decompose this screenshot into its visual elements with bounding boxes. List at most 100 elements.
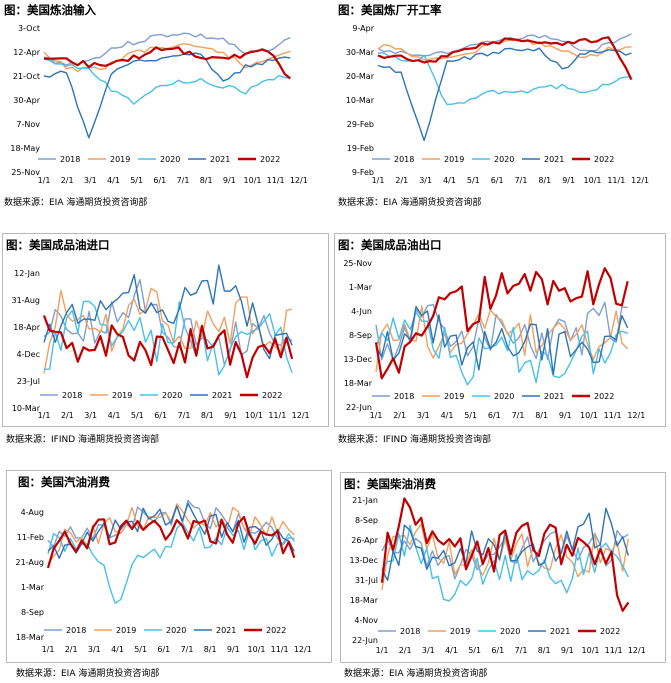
x-tick-label: 8/1 — [538, 176, 551, 185]
legend-label: 2020 — [162, 391, 182, 400]
x-tick-label: 3/1 — [88, 645, 101, 654]
legend-label: 2020 — [160, 155, 180, 164]
y-tick-label: 12-Jan — [14, 269, 40, 278]
chart-title: 图：美国汽油消费 — [18, 475, 110, 489]
y-tick-label: 1-Mar — [349, 283, 373, 292]
x-tick-label: 10/1 — [580, 411, 598, 420]
x-tick-label: 10/1 — [582, 646, 600, 655]
y-tick-label: 9-Feb — [352, 168, 374, 177]
legend-label: 2018 — [60, 155, 80, 164]
legend-label: 2022 — [594, 155, 614, 164]
x-tick-label: 7/1 — [515, 176, 528, 185]
x-tick-label: 12/1 — [627, 411, 645, 420]
legend-label: 2018 — [66, 626, 86, 635]
x-tick-label: 4/1 — [107, 176, 120, 185]
x-tick-label: 3/1 — [422, 646, 435, 655]
y-tick-label: 30-Apr — [13, 96, 40, 105]
x-tick-label: 1/1 — [376, 646, 389, 655]
y-tick-label: 18-May — [10, 144, 40, 153]
x-tick-label: 11/1 — [271, 645, 289, 654]
legend-label: 2019 — [112, 391, 132, 400]
series-line-2021 — [375, 305, 629, 376]
chart-title: 图：美国炼油输入 — [4, 3, 96, 17]
y-tick-label: 8-Sep — [349, 331, 372, 340]
legend-label: 2021 — [550, 627, 570, 636]
data-source-note: 数据来源：IFIND 海通期货投资咨询部 — [338, 435, 492, 445]
data-source-note: 数据来源：EIA 海通期货投资咨询部 — [4, 198, 148, 208]
chart-panel-product-exports: 图：美国成品油出口 25-Nov 1-Mar 4-Jun 8-Sep 13-Dec 18-… — [334, 233, 666, 448]
x-tick-label: 1/1 — [42, 645, 55, 654]
chart-frame — [2, 233, 329, 427]
y-tick-label: 25-Nov — [11, 168, 40, 177]
legend-label: 2022 — [262, 391, 282, 400]
series-line-2018 — [47, 499, 295, 548]
chart-frame — [334, 233, 666, 427]
x-tick-label: 3/1 — [84, 176, 97, 185]
legend-label: 2018 — [394, 392, 414, 401]
x-tick-label: 8/1 — [535, 411, 548, 420]
data-source-note: 数据来源：EIA 海通期货投资咨询部 — [344, 669, 488, 679]
series-line-2022 — [42, 315, 294, 379]
chart-panel-refinery-utilization: 图：美国炼厂开工率 9-Apr 30-Mar 20-Mar 10-Mar 29-Feb 1… — [334, 0, 671, 215]
series-line-2020 — [43, 300, 293, 376]
x-tick-label: 4/1 — [108, 411, 121, 420]
series-line-2021 — [47, 502, 295, 559]
series-line-2021 — [43, 52, 291, 139]
x-tick-label: 1/1 — [372, 176, 385, 185]
chart-panel-diesel-consumption: 图：美国柴油消费 21-Jan 8-Sep 26-Apr 13-Dec 31-Jul 18… — [340, 472, 666, 683]
legend-label: 2021 — [544, 155, 564, 164]
x-tick-label: 10/1 — [248, 645, 266, 654]
x-tick-label: 5/1 — [464, 411, 477, 420]
x-tick-label: 8/1 — [538, 646, 551, 655]
legend-label: 2020 — [166, 626, 186, 635]
y-tick-label: 13-Dec — [349, 556, 378, 565]
y-tick-label: 31-Aug — [11, 296, 40, 305]
series-line-2020 — [375, 311, 628, 386]
legend-label: 2021 — [210, 155, 230, 164]
x-tick-label: 12/1 — [292, 411, 310, 420]
x-tick-label: 7/1 — [512, 411, 525, 420]
x-tick-label: 5/1 — [468, 646, 481, 655]
x-tick-label: 10/1 — [244, 176, 262, 185]
legend-label: 2019 — [116, 626, 136, 635]
legend-label: 2021 — [544, 392, 564, 401]
x-tick-label: 7/1 — [178, 411, 191, 420]
x-tick-label: 5/1 — [134, 645, 147, 654]
line-chart-diesel-consumption: 21-Jan 8-Sep 26-Apr 13-Dec 31-Jul 18-Mar 4-Nov… — [349, 496, 646, 655]
x-tick-label: 1/1 — [38, 411, 51, 420]
x-tick-label: 7/1 — [181, 645, 194, 654]
x-tick-label: 5/1 — [131, 411, 144, 420]
line-chart-gasoline-consumption: 4-Aug 11-Feb 21-Aug 1-Mar 8-Sep 18-Mar 1/1 2/1 3… — [15, 499, 312, 654]
x-tick-label: 6/1 — [154, 411, 167, 420]
chart-title: 图：美国炼厂开工率 — [338, 3, 442, 17]
y-tick-label: 4-Aug — [21, 508, 44, 517]
y-tick-label: 29-Feb — [347, 120, 374, 129]
x-tick-label: 12/1 — [628, 646, 646, 655]
y-tick-label: 18-Mar — [344, 379, 373, 388]
legend-label: 2022 — [594, 392, 614, 401]
x-tick-label: 5/1 — [467, 176, 480, 185]
x-tick-label: 11/1 — [268, 411, 286, 420]
legend-label: 2018 — [62, 391, 82, 400]
chart-panel-product-imports: 图：美国成品油进口 12-Jan 31-Aug 18-Apr 4-Dec 23-Jul 1… — [2, 233, 329, 448]
x-tick-label: 2/1 — [65, 645, 78, 654]
series-line-2020 — [377, 52, 632, 106]
y-tick-label: 8-Sep — [21, 608, 44, 617]
legend-label: 2020 — [494, 155, 514, 164]
series-line-2020 — [381, 524, 629, 602]
series-line-2019 — [381, 523, 629, 591]
series-line-2022 — [43, 46, 291, 80]
legend-label: 2020 — [494, 392, 514, 401]
y-tick-label: 23-Jul — [17, 377, 40, 386]
x-tick-label: 8/1 — [204, 645, 217, 654]
y-tick-label: 22-Jun — [346, 403, 372, 412]
x-tick-label: 5/1 — [130, 176, 143, 185]
legend-label: 2022 — [266, 626, 286, 635]
x-tick-label: 11/1 — [604, 411, 622, 420]
x-tick-label: 9/1 — [559, 411, 572, 420]
series-line-2018 — [375, 301, 628, 362]
x-tick-label: 12/1 — [290, 176, 308, 185]
series-line-2019 — [375, 305, 629, 372]
x-tick-label: 9/1 — [561, 646, 574, 655]
x-tick-label: 3/1 — [417, 411, 430, 420]
